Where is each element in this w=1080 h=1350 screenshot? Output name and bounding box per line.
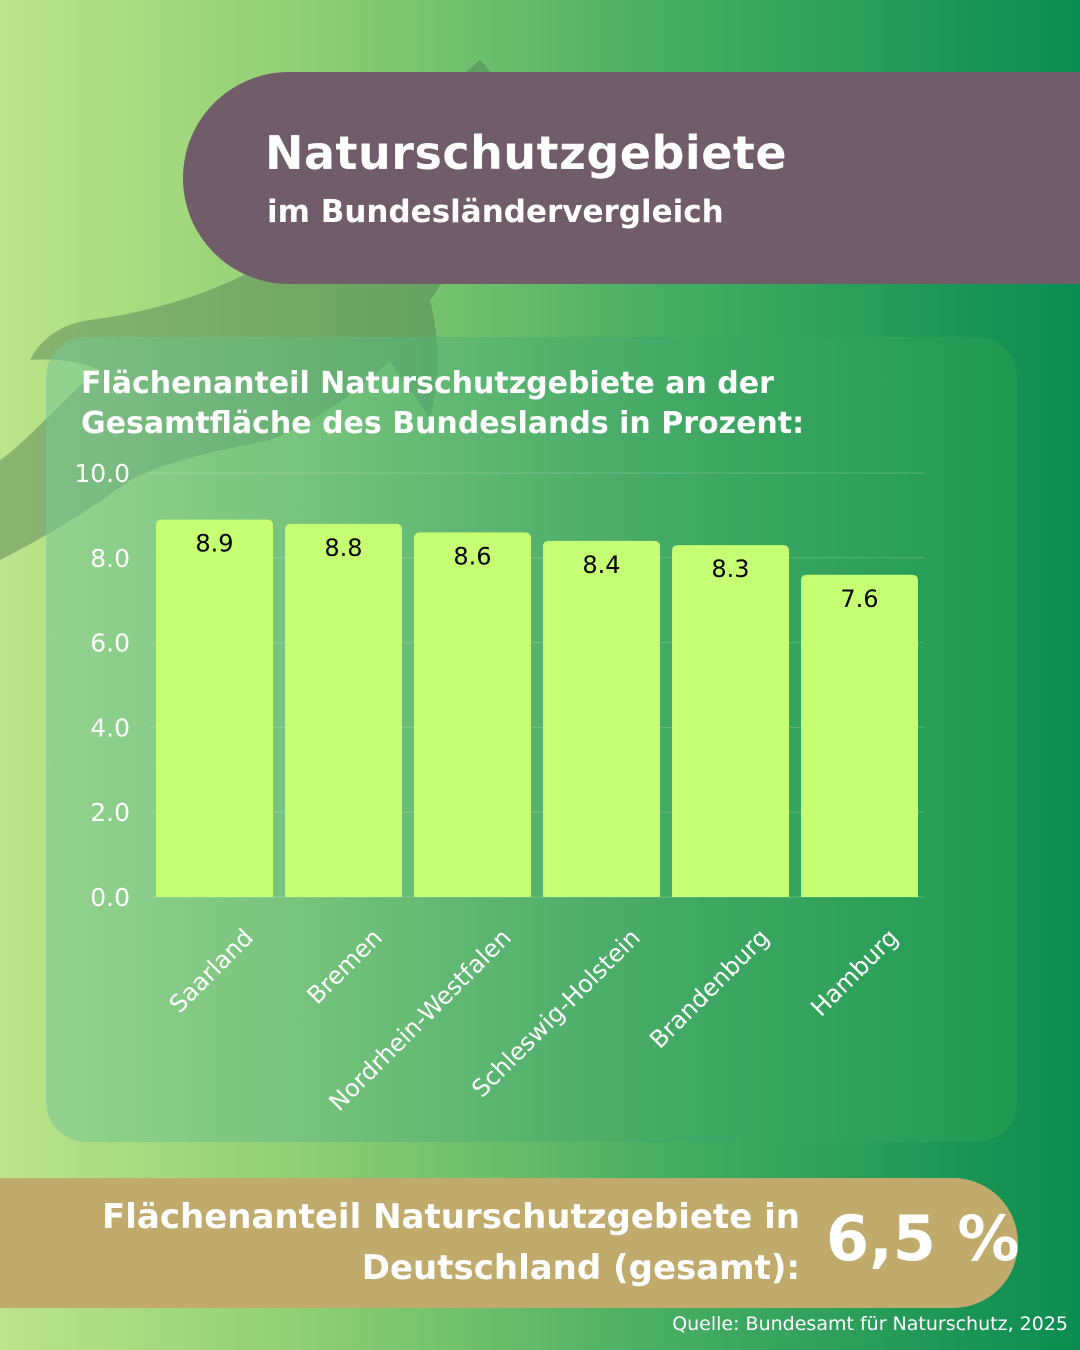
chart-title: Flächenanteil Naturschutzgebiete an der …: [81, 366, 805, 441]
bar-value-label: 8.9: [195, 530, 233, 558]
summary-label-line2: Deutschland (gesamt):: [361, 1248, 800, 1288]
source-note: Quelle: Bundesamt für Naturschutz, 2025: [672, 1313, 1068, 1335]
x-tick-label: Hamburg: [805, 923, 903, 1021]
x-tick-label: Bremen: [302, 923, 388, 1009]
bar: [414, 532, 531, 897]
bar: [672, 545, 789, 897]
bar-value-label: 8.4: [582, 551, 620, 579]
summary-label: Flächenanteil Naturschutzgebiete in Deut…: [102, 1192, 800, 1294]
bar: [543, 540, 660, 897]
y-tick-label: 6.0: [90, 629, 130, 658]
y-tick-label: 8.0: [90, 544, 130, 573]
bar-value-label: 7.6: [840, 585, 878, 613]
y-tick-label: 0.0: [90, 883, 130, 912]
summary-banner: [0, 1178, 1018, 1308]
bar: [285, 523, 402, 897]
bar-value-label: 8.8: [324, 534, 362, 562]
page-subtitle: im Bundesländervergleich: [267, 194, 724, 230]
bar-value-label: 8.6: [453, 542, 491, 570]
summary-value: 6,5 %: [826, 1202, 1020, 1275]
summary-label-line1: Flächenanteil Naturschutzgebiete in: [102, 1197, 800, 1237]
page-title: Naturschutzgebiete: [265, 126, 788, 180]
y-tick-label: 10.0: [74, 459, 130, 488]
y-tick-label: 2.0: [90, 798, 130, 827]
bar-value-label: 8.3: [711, 555, 749, 583]
bar: [801, 574, 918, 897]
bar: [156, 519, 273, 897]
x-tick-label: Saarland: [164, 923, 259, 1018]
title-banner: [183, 72, 1080, 284]
y-tick-label: 4.0: [90, 713, 130, 742]
x-tick-label: Brandenburg: [644, 923, 775, 1054]
